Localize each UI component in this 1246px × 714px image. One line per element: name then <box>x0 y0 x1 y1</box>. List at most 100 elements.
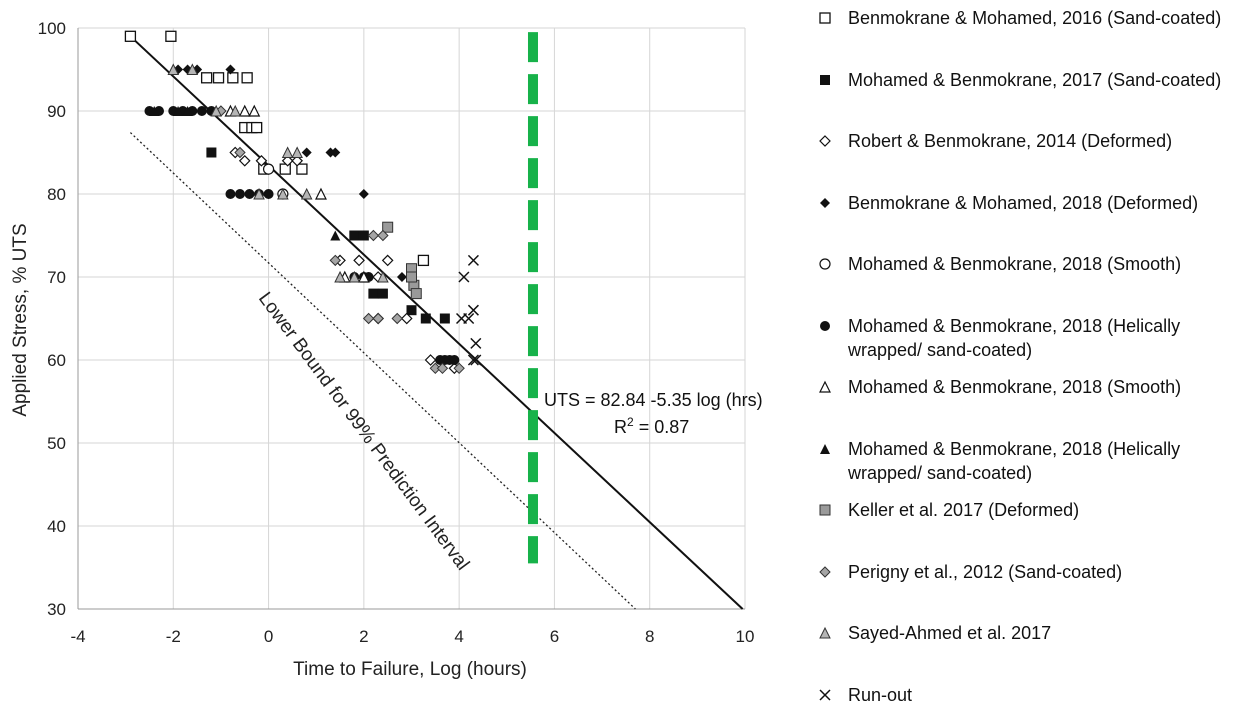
legend-label: Mohamed & Benmokrane, 2018 (Helically wr… <box>848 316 1181 360</box>
legend-marker-gray-diamond <box>819 566 831 578</box>
data-point <box>248 104 261 117</box>
data-point <box>263 189 274 199</box>
data-point <box>234 146 246 159</box>
data-point <box>244 189 255 199</box>
x-tick-label: 6 <box>550 627 559 646</box>
legend-label: Mohamed & Benmokrane, 2018 (Smooth) <box>848 254 1182 274</box>
data-point <box>329 254 341 267</box>
legend-label: Perigny et al., 2012 (Sand-coated) <box>848 562 1123 582</box>
data-point <box>362 312 375 325</box>
data-point <box>396 272 407 282</box>
legend-marker-shape <box>819 380 831 393</box>
data-point <box>367 229 380 242</box>
data-point <box>227 72 239 84</box>
data-point <box>238 154 251 167</box>
data-point <box>348 270 361 283</box>
data-point <box>358 230 369 241</box>
legend-marker-shape <box>820 444 830 454</box>
data-point <box>463 312 475 325</box>
data-point <box>225 189 236 199</box>
y-tick-label: 50 <box>47 434 66 453</box>
data-point <box>165 30 177 42</box>
data-point <box>234 189 245 199</box>
data-point <box>453 362 465 375</box>
legend-marker-shape <box>819 566 831 578</box>
data-point <box>296 163 308 175</box>
legend-marker-filled-circle <box>820 321 830 331</box>
data-point <box>238 104 251 117</box>
legend-item: Mohamed & Benmokrane, 2018 (Smooth) <box>816 252 1238 276</box>
x-tick-label: -4 <box>70 627 85 646</box>
data-point <box>225 64 236 75</box>
data-point <box>357 270 370 283</box>
data-point <box>353 254 365 267</box>
data-point <box>358 189 369 199</box>
data-point <box>377 288 388 299</box>
data-point <box>400 312 413 325</box>
legend-marker-shape <box>819 626 831 639</box>
x-tick-label: 10 <box>736 627 755 646</box>
legend-label: Benmokrane & Mohamed, 2016 (Sand-coated) <box>848 8 1222 28</box>
data-points <box>124 30 482 375</box>
legend-marker-shape <box>820 321 830 331</box>
legend-marker-shape <box>820 75 830 85</box>
x-tick-label: 0 <box>264 627 273 646</box>
data-point <box>301 147 312 158</box>
legend-marker-shape <box>819 258 831 270</box>
r-squared-superscript: 2 <box>627 415 634 429</box>
data-point <box>436 362 449 375</box>
data-point <box>381 254 394 267</box>
data-point <box>470 354 482 366</box>
data-point <box>262 163 275 175</box>
data-point <box>334 270 346 283</box>
data-point <box>377 229 389 242</box>
r-squared-value: = 0.87 <box>634 417 690 437</box>
data-point <box>206 147 217 158</box>
data-point <box>212 72 225 84</box>
legend-marker-open-triangle <box>819 380 831 393</box>
data-point <box>253 187 265 200</box>
x-tick-label: -2 <box>166 627 181 646</box>
data-point <box>420 313 431 324</box>
data-point <box>470 337 482 349</box>
data-point <box>467 354 479 366</box>
y-tick-label: 70 <box>47 268 66 287</box>
legend-item: Benmokrane & Mohamed, 2018 (Deformed) <box>816 191 1238 215</box>
legend-marker-filled-square <box>820 75 830 85</box>
data-point <box>391 312 403 325</box>
legend-marker-filled-diamond <box>820 198 830 208</box>
data-point <box>467 254 479 266</box>
legend-item: Robert & Benmokrane, 2014 (Deformed) <box>816 129 1238 153</box>
data-point <box>377 270 389 283</box>
y-tick-label: 80 <box>47 185 66 204</box>
legend-marker-shape <box>819 689 831 701</box>
data-point <box>167 63 180 75</box>
legend-item: Mohamed & Benmokrane, 2018 (Helically wr… <box>816 314 1238 362</box>
data-point <box>281 154 294 167</box>
data-point <box>417 254 430 267</box>
data-point <box>196 106 207 116</box>
data-point <box>372 312 384 325</box>
y-tick-label: 30 <box>47 600 66 619</box>
data-point <box>410 288 422 300</box>
series-4-points <box>262 163 289 200</box>
data-point <box>241 72 253 84</box>
regression-equation: UTS = 82.84 -5.35 log (hrs) <box>544 390 763 410</box>
fit-lines <box>129 32 744 610</box>
data-point <box>406 305 417 316</box>
y-tick-label: 90 <box>47 102 66 121</box>
legend-item: Run-out <box>816 683 1238 707</box>
data-point <box>424 354 437 366</box>
data-point <box>149 106 160 116</box>
series-9-points <box>215 105 465 375</box>
tick-labels: 30 40 50 60 70 80 90 100 -4 -2 0 2 4 6 8 10 <box>38 19 755 646</box>
legend-label: Robert & Benmokrane, 2014 (Deformed) <box>848 131 1173 151</box>
x-axis-title: Time to Failure, Log (hours) <box>293 659 527 680</box>
data-point <box>186 63 199 75</box>
legend-marker-gray-square <box>819 504 831 516</box>
data-point <box>291 154 304 167</box>
data-point <box>124 30 137 42</box>
data-point <box>330 147 341 158</box>
data-point <box>467 304 479 316</box>
